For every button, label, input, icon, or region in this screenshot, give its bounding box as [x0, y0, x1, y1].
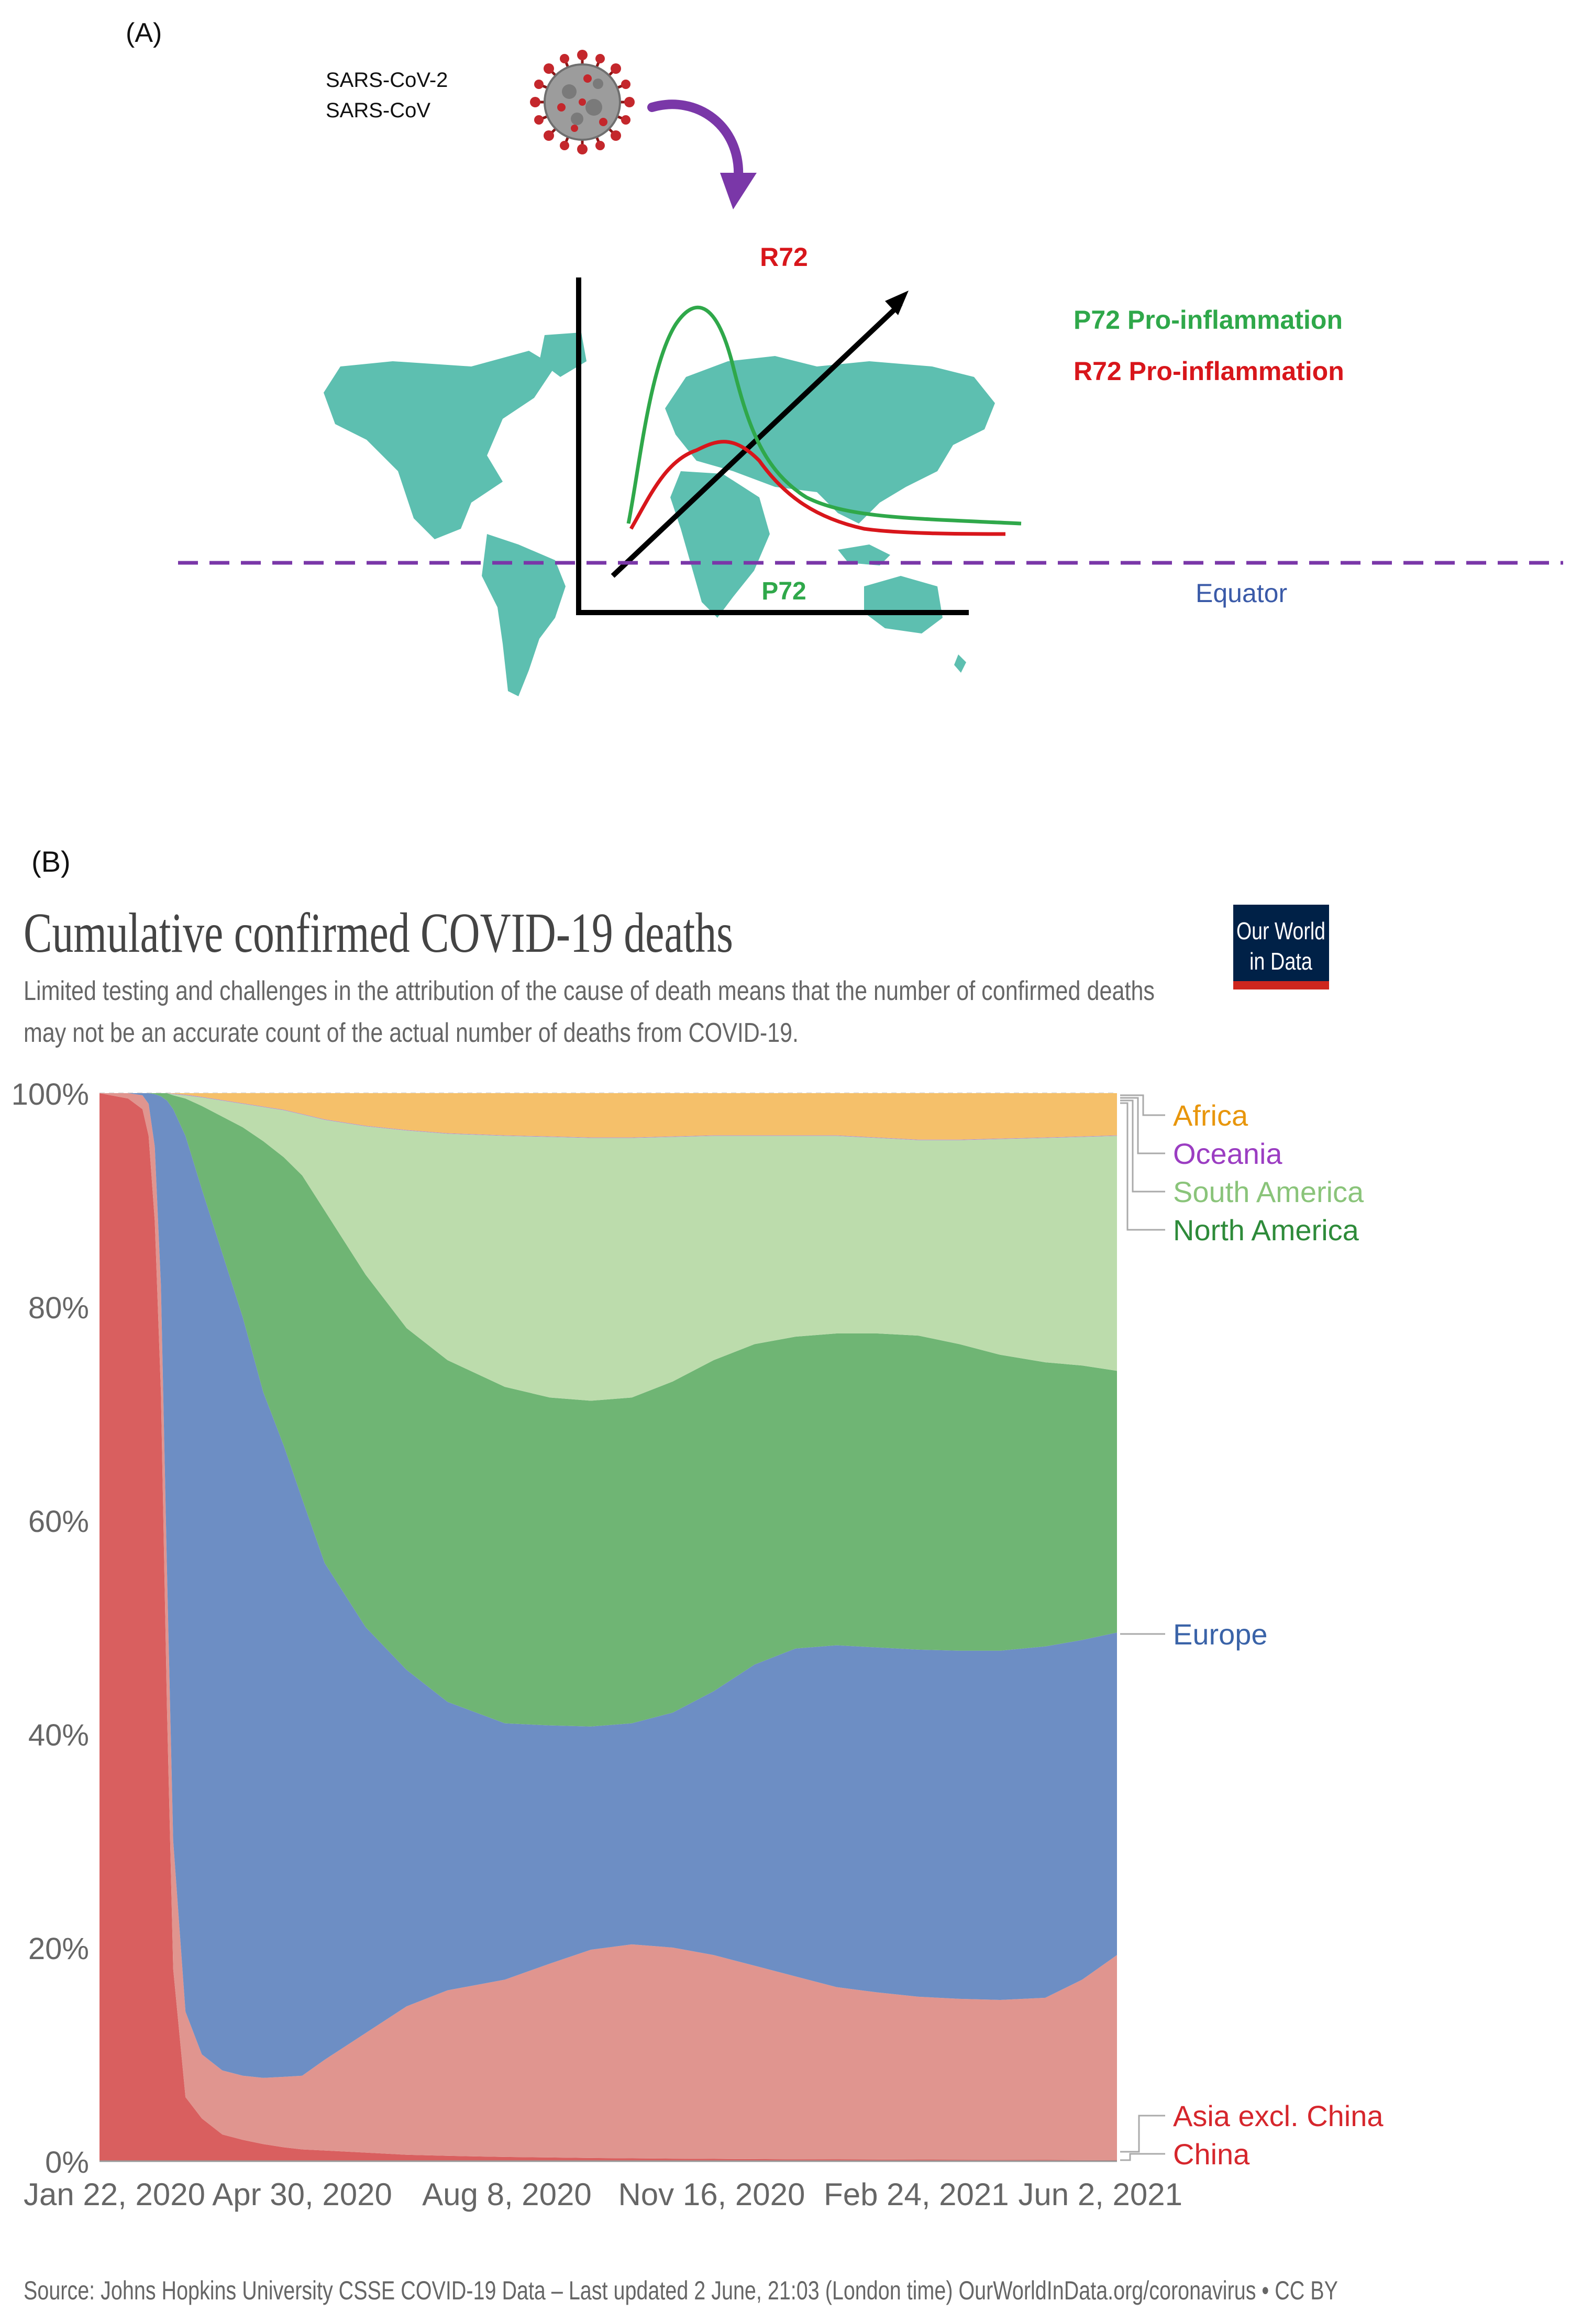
x-tick-label: Jun 2, 2021 [1018, 2177, 1182, 2212]
legend-p72: P72 Pro-inflammation [1074, 305, 1343, 335]
equator-label: Equator [1196, 579, 1287, 608]
area-europe [99, 1093, 1117, 2078]
x-tick-label: Aug 8, 2020 [422, 2177, 592, 2212]
virus-icon [530, 50, 635, 154]
area-africa [99, 1093, 1117, 1140]
r72-label: R72 [760, 242, 808, 272]
legend-label-asia-excl-china: Asia excl. China [1173, 2099, 1384, 2132]
legend-connector-south-america [1120, 1099, 1165, 1193]
chart-title: Cumulative confirmed COVID-19 deaths [24, 902, 733, 964]
source-note: Source: Johns Hopkins University CSSE CO… [24, 2276, 1338, 2305]
r72-curve [629, 440, 1006, 536]
panel-b-label: (B) [31, 845, 71, 878]
legend-label-north-america: North America [1173, 1214, 1359, 1247]
area-asia-excl-china [99, 1093, 1117, 2160]
chart-x-axis: Jan 22, 2020 Apr 30, 2020 Aug 8, 2020 Nov 1… [24, 2177, 1182, 2212]
legend-label-china: China [1173, 2138, 1250, 2171]
purple-arrow-icon [647, 99, 757, 209]
x-tick-label: Jan 22, 2020 [24, 2177, 205, 2212]
legend-connector-asia-excl-china [1120, 2115, 1165, 2153]
chart-legend: Africa Oceania South America North America E… [1120, 1094, 1384, 2171]
legend-label-europe: Europe [1173, 1618, 1268, 1651]
x-tick-label: Apr 30, 2020 [212, 2177, 392, 2212]
panel-a-label: (A) [126, 18, 162, 48]
panel-a-axes [576, 277, 969, 615]
x-tick-label: Feb 24, 2021 [824, 2177, 1009, 2212]
virus-name-sars-cov: SARS-CoV [326, 99, 430, 122]
y-tick-label: 80% [28, 1291, 89, 1325]
chart-subtitle-line-2: may not be an accurate count of the actu… [24, 1018, 799, 1048]
p72-curve [626, 305, 1022, 526]
p72-label: P72 [761, 577, 806, 605]
legend-label-south-america: South America [1173, 1175, 1364, 1208]
owid-logo-line-1: Our World [1236, 917, 1325, 944]
y-tick-label: 40% [28, 1718, 89, 1752]
chart-areas [99, 1093, 1117, 2162]
chart-y-axis: 0% 20% 40% 60% 80% 100% [12, 1077, 89, 2180]
legend-connector-africa [1120, 1094, 1165, 1116]
legend-label-oceania: Oceania [1173, 1137, 1282, 1170]
owid-logo: Our World in Data [1233, 905, 1329, 989]
world-map [324, 332, 995, 696]
y-tick-label: 60% [28, 1505, 89, 1539]
legend-r72: R72 Pro-inflammation [1074, 357, 1344, 386]
legend-label-africa: Africa [1173, 1099, 1248, 1132]
area-south-america [99, 1093, 1117, 1401]
owid-logo-line-2: in Data [1249, 948, 1312, 975]
y-tick-label: 100% [12, 1077, 89, 1111]
x-tick-label: Nov 16, 2020 [618, 2177, 805, 2212]
legend-connector-oceania [1120, 1097, 1165, 1154]
chart-subtitle-line-1: Limited testing and challenges in the at… [24, 976, 1155, 1006]
y-tick-label: 0% [45, 2145, 89, 2180]
area-north-america [99, 1093, 1117, 1727]
y-tick-label: 20% [28, 1932, 89, 1966]
panel-a: (A) SARS-CoV-2 SARS-CoV [126, 18, 1563, 696]
virus-name-sars-cov-2: SARS-CoV-2 [326, 69, 448, 92]
legend-connector-china [1120, 2153, 1165, 2161]
panel-b: (B) Cumulative confirmed COVID-19 deaths… [12, 845, 1384, 2305]
legend-connector-north-america [1120, 1102, 1165, 1231]
